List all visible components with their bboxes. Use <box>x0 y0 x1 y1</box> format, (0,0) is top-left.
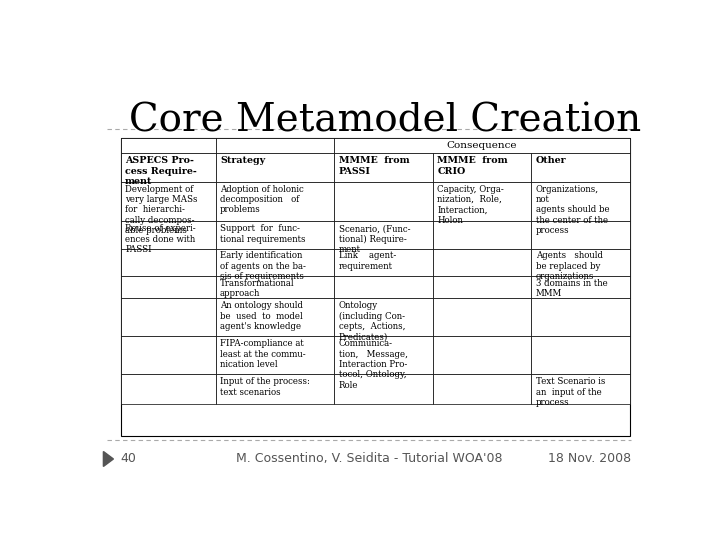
Bar <box>433 248 531 276</box>
Bar <box>433 153 531 181</box>
Bar <box>121 298 216 336</box>
Bar <box>216 248 334 276</box>
Bar <box>531 221 630 248</box>
Bar <box>216 298 334 336</box>
Text: Other: Other <box>536 157 567 165</box>
Bar <box>433 221 531 248</box>
Bar <box>334 248 433 276</box>
Bar <box>334 181 433 221</box>
Text: M. Cossentino, V. Seidita - Tutorial WOA'08: M. Cossentino, V. Seidita - Tutorial WOA… <box>235 453 503 465</box>
Bar <box>121 153 216 181</box>
Text: Reuse of experi-
ences done with
PASSI: Reuse of experi- ences done with PASSI <box>125 224 196 254</box>
Bar <box>216 336 334 374</box>
Text: Strategy: Strategy <box>220 157 265 165</box>
Bar <box>216 153 334 181</box>
Text: 18 Nov. 2008: 18 Nov. 2008 <box>548 453 631 465</box>
Bar <box>334 276 433 298</box>
Bar <box>334 153 433 181</box>
Text: Input of the process:
text scenarios: Input of the process: text scenarios <box>220 377 310 397</box>
Text: Text Scenario is
an  input of the
process: Text Scenario is an input of the process <box>536 377 606 407</box>
Text: Core Metamodel Creation: Core Metamodel Creation <box>129 102 642 139</box>
Text: Agents   should
be replaced by
organizations: Agents should be replaced by organizatio… <box>536 252 603 281</box>
Text: ASPECS Pro-
cess Require-
ment: ASPECS Pro- cess Require- ment <box>125 157 197 186</box>
Bar <box>121 374 216 403</box>
Bar <box>531 374 630 403</box>
Text: Transformational
approach: Transformational approach <box>220 279 294 298</box>
Bar <box>216 138 334 153</box>
Bar <box>433 181 531 221</box>
Bar <box>334 138 630 153</box>
Bar <box>531 153 630 181</box>
Text: Early identification
of agents on the ba-
sis of requirements: Early identification of agents on the ba… <box>220 252 306 281</box>
Bar <box>121 181 216 221</box>
Text: 40: 40 <box>121 453 137 465</box>
Text: Link    agent-
requirement: Link agent- requirement <box>338 252 396 271</box>
Text: Organizations,
not
agents should be
the center of the
process: Organizations, not agents should be the … <box>536 185 610 235</box>
Text: Communica-
tion,   Message,
Interaction Pro-
tocol, Ontology,
Role: Communica- tion, Message, Interaction Pr… <box>338 339 408 390</box>
Text: An ontology should
be  used  to  model
agent's knowledge: An ontology should be used to model agen… <box>220 301 303 331</box>
Text: Scenario, (Func-
tional) Require-
ment: Scenario, (Func- tional) Require- ment <box>338 224 410 254</box>
Bar <box>531 298 630 336</box>
Text: 3 domains in the
MMM: 3 domains in the MMM <box>536 279 608 298</box>
Bar <box>121 138 216 153</box>
Text: Support  for  func-
tional requirements: Support for func- tional requirements <box>220 224 305 244</box>
Bar <box>531 276 630 298</box>
Bar <box>433 298 531 336</box>
Text: MMME  from
PASSI: MMME from PASSI <box>338 157 409 176</box>
Bar <box>531 336 630 374</box>
Bar <box>216 374 334 403</box>
Bar <box>216 221 334 248</box>
Bar <box>121 336 216 374</box>
Bar <box>334 298 433 336</box>
Text: Capacity, Orga-
nization,  Role,
Interaction,
Holon: Capacity, Orga- nization, Role, Interact… <box>437 185 504 225</box>
Bar <box>433 276 531 298</box>
Bar <box>121 221 216 248</box>
Bar <box>433 336 531 374</box>
Text: Consequence: Consequence <box>447 141 518 150</box>
Polygon shape <box>104 451 114 467</box>
Bar <box>531 181 630 221</box>
Text: MMME  from
CRIO: MMME from CRIO <box>437 157 508 176</box>
Text: Ontology
(including Con-
cepts,  Actions,
Predicates): Ontology (including Con- cepts, Actions,… <box>338 301 405 341</box>
Text: FIPA-compliance at
least at the commu-
nication level: FIPA-compliance at least at the commu- n… <box>220 339 306 369</box>
Text: Adoption of holonic
decomposition   of
problems: Adoption of holonic decomposition of pro… <box>220 185 304 214</box>
Bar <box>334 374 433 403</box>
Bar <box>334 336 433 374</box>
Bar <box>433 374 531 403</box>
Bar <box>531 248 630 276</box>
Text: Development of
very large MASs
for  hierarchi-
cally decompos-
able problems: Development of very large MASs for hiera… <box>125 185 198 235</box>
Bar <box>121 276 216 298</box>
Bar <box>334 221 433 248</box>
Bar <box>216 181 334 221</box>
Bar <box>121 248 216 276</box>
Bar <box>216 276 334 298</box>
